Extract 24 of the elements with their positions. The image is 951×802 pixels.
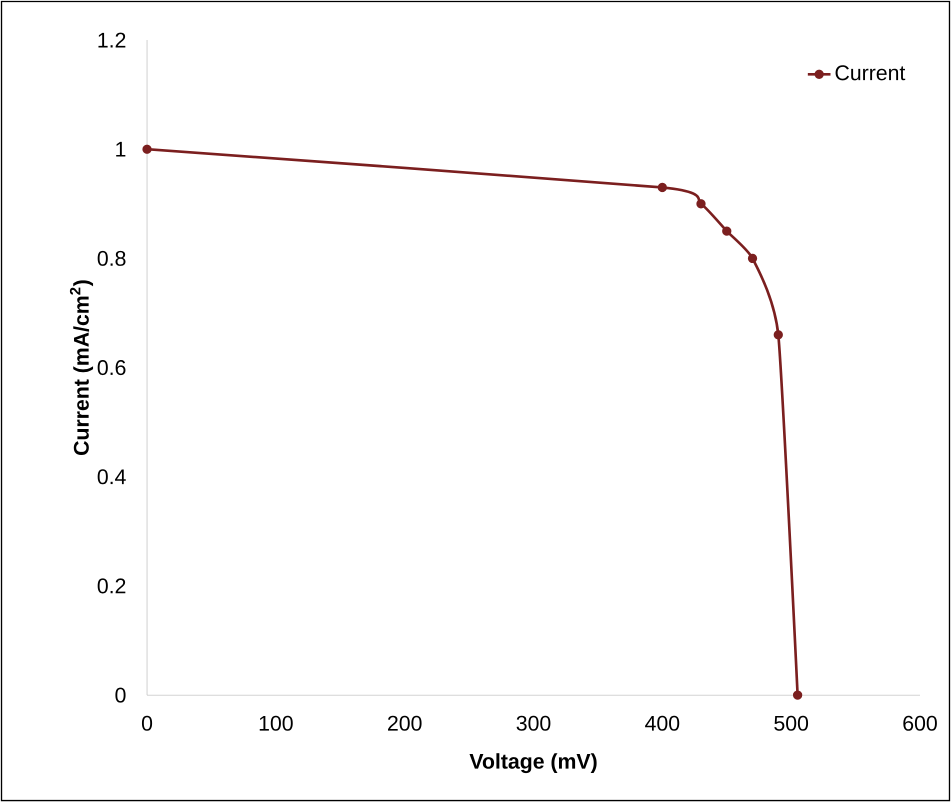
x-axis-title: Voltage (mV) bbox=[469, 753, 597, 774]
y-axis-title: Current (mA/cm$^{2}$) bbox=[70, 280, 94, 455]
y-tick-label: 0.2 bbox=[98, 578, 126, 594]
x-tick-label: 400 bbox=[645, 716, 680, 731]
x-tick-label: 500 bbox=[774, 716, 808, 731]
y-tick-label: 0.6 bbox=[98, 360, 126, 376]
x-tick-label: 200 bbox=[388, 716, 422, 731]
point bbox=[142, 144, 152, 154]
x-tick-label: 0 bbox=[142, 716, 152, 731]
x-tick-label: 300 bbox=[516, 716, 550, 731]
point bbox=[658, 182, 667, 192]
y-tick-label: 0.4 bbox=[98, 469, 126, 484]
point bbox=[722, 226, 732, 236]
point bbox=[696, 199, 706, 208]
legend-label: Current bbox=[836, 65, 906, 80]
y-tick-label: 0.8 bbox=[98, 250, 126, 266]
y-tick-label: 1.2 bbox=[98, 32, 126, 48]
y-tick-label: 1 bbox=[116, 142, 126, 157]
x-tick-label: 100 bbox=[260, 716, 293, 731]
point bbox=[792, 690, 802, 700]
x-tick-label: 600 bbox=[903, 716, 937, 731]
point bbox=[748, 254, 758, 264]
point bbox=[774, 330, 783, 340]
y-tick-label: 0 bbox=[115, 688, 126, 703]
